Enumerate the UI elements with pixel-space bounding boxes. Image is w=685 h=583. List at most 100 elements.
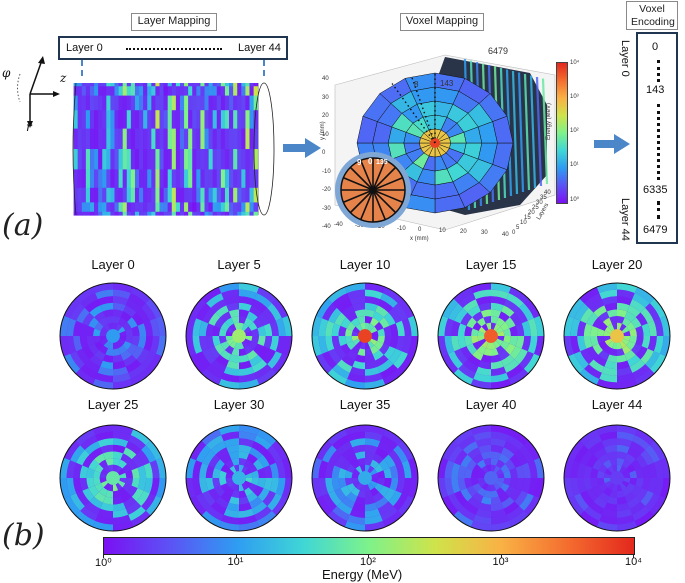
arrow-layer-to-voxel [283, 138, 321, 158]
layer-mapping-title: Layer Mapping [131, 13, 217, 31]
voxel-x-tick: 20 [460, 229, 467, 236]
layer-plot-title: Layer 35 [339, 397, 391, 412]
voxel-layer-tick: 35 [540, 195, 547, 201]
voxel-colorbar [556, 62, 568, 204]
layer-range-box: Layer 0 Layer 44 [58, 36, 288, 60]
voxel-layer-tick: 20 [528, 210, 535, 216]
voxel-x-tick: 0 [418, 226, 422, 233]
energy-colorbar [103, 537, 635, 555]
voxel-colorbar-tick: 10² [570, 128, 579, 134]
voxel-colorbar-label: Energy (MeV) [546, 102, 552, 140]
layer-polar-plot [311, 282, 419, 390]
panel-b-label: (b) [2, 518, 45, 553]
voxel-x-tick: 10 [439, 228, 446, 234]
layer-plot-title: Layer 30 [213, 397, 265, 412]
voxel-layer-tick: 5 [516, 225, 520, 231]
layer-polar-plot [563, 282, 671, 390]
layer-cylinder [72, 82, 275, 216]
voxel-y-axis-label: y (mm) [320, 121, 326, 140]
voxel-layer-tick: 15 [524, 215, 531, 221]
layer-polar-plot [59, 424, 167, 532]
layer-polar-plot [437, 424, 545, 532]
voxel-y-tick: 20 [322, 113, 329, 119]
voxel-inset-wheel [335, 152, 411, 228]
panel-a-label: (a) [2, 208, 44, 243]
voxel-y-tick: -30 [322, 205, 331, 212]
voxel-x-tick: 30 [481, 230, 488, 237]
inset-index-a: 9 [357, 158, 362, 167]
voxel-y-tick: 10 [322, 131, 329, 138]
encoding-index-143: 143 [646, 84, 665, 96]
voxel-colorbar-tick: 10⁴ [570, 60, 580, 66]
layer-plot-title: Layer 15 [465, 257, 517, 272]
layer-polar-plot [59, 282, 167, 390]
coordinate-axes [17, 56, 60, 128]
voxel-encoding-title: Voxel Encoding [626, 1, 678, 31]
voxel-y-tick: 30 [322, 94, 329, 101]
voxel-ring-index-a: 143 [440, 79, 454, 88]
voxel-x-tick: 40 [502, 231, 509, 238]
voxel-x-tick: -30 [355, 223, 364, 230]
voxel-colorbar-tick: 10³ [570, 94, 579, 100]
layer-plot-title: Layer 0 [91, 257, 135, 272]
voxel-x-tick: -10 [397, 225, 406, 232]
voxel-y-tick: -10 [322, 168, 331, 175]
layer-plot-title: Layer 44 [591, 397, 643, 412]
layer-plot-title: Layer 40 [465, 397, 517, 412]
voxel-colorbar-tick: 10¹ [570, 162, 579, 168]
voxel-x-axis-label: x (mm) [410, 236, 429, 242]
layer-polar-plot [311, 424, 419, 532]
voxel-colorbar-tick: 10⁰ [570, 197, 580, 203]
layer-polar-plot [437, 282, 545, 390]
layer-plot-title: Layer 20 [591, 257, 643, 272]
colorbar-tick-mark [633, 554, 634, 558]
layer-polar-plot [563, 424, 671, 532]
colorbar-tick-label: 10¹ [227, 556, 244, 568]
axis-r-label: r [26, 120, 32, 134]
voxel-layer-tick: 0 [512, 230, 516, 236]
voxel-x-tick: -40 [334, 222, 343, 228]
inset-index-c: 135 [376, 159, 388, 166]
inset-index-b: 0 [368, 157, 373, 166]
voxel-x-tick: -20 [376, 224, 385, 231]
encoding-dots-1 [657, 60, 660, 82]
layer-start-label: Layer 0 [66, 42, 103, 54]
encoding-index-0: 0 [652, 41, 659, 53]
voxel-ring-index-b: 8 [414, 80, 419, 89]
layer-start-connector [81, 60, 83, 76]
energy-colorbar-label: Energy (MeV) [322, 567, 403, 582]
axis-phi-label: φ [2, 66, 11, 80]
layer-polar-plot [185, 424, 293, 532]
colorbar-tick-mark [368, 554, 369, 558]
voxel-layer-tick: 25 [532, 205, 539, 211]
encoding-layer-top: Layer 0 [619, 40, 631, 77]
voxel-y-tick: -40 [322, 224, 331, 230]
voxel-encoding-box: 0 143 6335 6479 [636, 32, 678, 244]
layer-range-dots [126, 48, 222, 50]
encoding-index-6335: 6335 [643, 184, 668, 196]
encoding-dots-3 [657, 201, 660, 219]
colorbar-tick-label: 10⁴ [625, 556, 642, 568]
voxel-y-tick: -20 [322, 187, 331, 193]
layer-plot-title: Layer 25 [87, 397, 139, 412]
voxel-layer-tick: 10 [520, 220, 527, 226]
layer-polar-plot [185, 282, 293, 390]
voxel-mapping-title: Voxel Mapping [400, 13, 484, 31]
colorbar-tick-mark [235, 554, 237, 558]
layer-end-connector [263, 60, 265, 76]
layer-plot-title: Layer 5 [217, 257, 261, 272]
axis-z-label: z [60, 71, 67, 85]
voxel-layer-tick: 30 [536, 200, 543, 206]
voxel-top-index: 6479 [488, 46, 509, 56]
encoding-layer-bottom: Layer 44 [619, 198, 631, 241]
layer-end-label: Layer 44 [238, 42, 281, 54]
arrow-voxel-to-encoding [594, 134, 630, 154]
colorbar-tick-label: 10⁰ [95, 557, 112, 569]
voxel-y-tick: 0 [322, 150, 326, 156]
voxel-layer-tick: 40 [544, 190, 551, 196]
layer-plot-title: Layer 10 [339, 257, 391, 272]
colorbar-tick-label: 10³ [492, 556, 509, 568]
colorbar-tick-label: 10² [360, 556, 376, 568]
colorbar-tick-mark [103, 554, 104, 558]
encoding-index-6479: 6479 [643, 224, 668, 236]
